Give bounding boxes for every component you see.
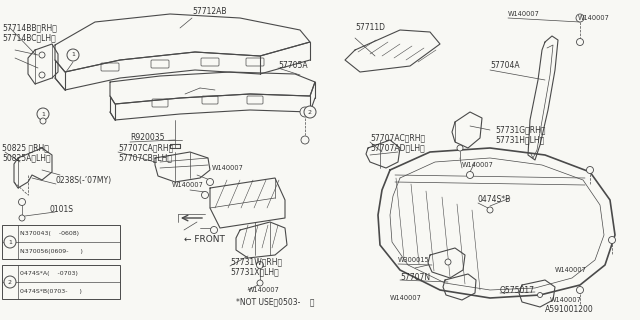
FancyBboxPatch shape — [151, 60, 169, 68]
FancyBboxPatch shape — [2, 265, 120, 299]
Text: 57707AD〈LH〉: 57707AD〈LH〉 — [370, 143, 425, 153]
Text: ← FRONT: ← FRONT — [184, 236, 225, 244]
Circle shape — [576, 14, 584, 22]
FancyBboxPatch shape — [202, 96, 218, 104]
FancyBboxPatch shape — [2, 225, 120, 259]
Text: 57707CB〈LH〉: 57707CB〈LH〉 — [118, 154, 172, 163]
Text: Q575017: Q575017 — [500, 285, 535, 294]
Text: W140007: W140007 — [212, 165, 244, 171]
FancyBboxPatch shape — [152, 99, 168, 107]
Circle shape — [37, 108, 49, 120]
Text: W140007: W140007 — [172, 182, 204, 188]
Text: *NOT USE〈0503-    〉: *NOT USE〈0503- 〉 — [236, 298, 314, 307]
Circle shape — [19, 198, 26, 205]
Circle shape — [4, 276, 16, 288]
Circle shape — [538, 292, 543, 298]
Text: 0474S*A(    -0703): 0474S*A( -0703) — [20, 270, 78, 276]
Text: 57731H〈LH〉: 57731H〈LH〉 — [495, 135, 544, 145]
Circle shape — [19, 215, 25, 221]
Circle shape — [39, 72, 45, 78]
Circle shape — [211, 227, 218, 234]
Text: 0474S*B: 0474S*B — [478, 196, 511, 204]
Text: 57707N: 57707N — [400, 274, 430, 283]
Circle shape — [457, 145, 463, 151]
Circle shape — [586, 166, 593, 173]
Text: 57707AC〈RH〉: 57707AC〈RH〉 — [370, 133, 425, 142]
Circle shape — [67, 49, 79, 61]
Circle shape — [207, 179, 214, 186]
Circle shape — [609, 236, 616, 244]
Text: W140007: W140007 — [578, 15, 610, 21]
Text: W140007: W140007 — [555, 267, 587, 273]
Circle shape — [40, 118, 46, 124]
Text: 1: 1 — [41, 111, 45, 116]
Text: 57705A: 57705A — [278, 60, 308, 69]
Circle shape — [301, 136, 309, 144]
FancyBboxPatch shape — [101, 63, 119, 71]
Circle shape — [577, 286, 584, 293]
Circle shape — [4, 236, 16, 248]
Text: 57714BB〈RH〉: 57714BB〈RH〉 — [2, 23, 57, 33]
Text: 57731X〈LH〉: 57731X〈LH〉 — [230, 268, 279, 276]
Circle shape — [487, 207, 493, 213]
Text: 57707CA〈RH〉: 57707CA〈RH〉 — [118, 143, 173, 153]
Text: 57711D: 57711D — [355, 23, 385, 33]
Text: 2: 2 — [308, 109, 312, 115]
Circle shape — [577, 38, 584, 45]
Text: 0474S*B(0703-      ): 0474S*B(0703- ) — [20, 289, 82, 293]
Text: N370043(    -0608): N370043( -0608) — [20, 230, 79, 236]
Text: 1: 1 — [71, 52, 75, 58]
Text: 57731G〈RH〉: 57731G〈RH〉 — [495, 125, 545, 134]
Text: W140007: W140007 — [390, 295, 422, 301]
Circle shape — [257, 280, 263, 286]
Text: W300015: W300015 — [398, 257, 429, 263]
Text: 2: 2 — [8, 279, 12, 284]
Text: 57731W〈RH〉: 57731W〈RH〉 — [230, 258, 282, 267]
Text: N370056(0609-      ): N370056(0609- ) — [20, 249, 83, 253]
Text: 0238S(-’07MY): 0238S(-’07MY) — [56, 175, 112, 185]
Circle shape — [467, 172, 474, 179]
Text: W140007: W140007 — [462, 162, 494, 168]
Circle shape — [39, 52, 45, 58]
Text: 57712AB: 57712AB — [192, 7, 227, 17]
Text: 50825 〈RH〉: 50825 〈RH〉 — [2, 143, 49, 153]
Text: R920035: R920035 — [130, 133, 164, 142]
Text: 50825A〈LH〉: 50825A〈LH〉 — [2, 154, 51, 163]
Text: A591001200: A591001200 — [545, 306, 594, 315]
Text: W140007: W140007 — [550, 297, 582, 303]
Text: 57714BC〈LH〉: 57714BC〈LH〉 — [2, 34, 56, 43]
Circle shape — [445, 259, 451, 265]
Text: W140007: W140007 — [248, 287, 280, 293]
Circle shape — [202, 191, 209, 198]
Text: W140007: W140007 — [508, 11, 540, 17]
Circle shape — [300, 107, 310, 117]
FancyBboxPatch shape — [201, 58, 219, 66]
FancyBboxPatch shape — [247, 96, 263, 104]
Text: 0101S: 0101S — [50, 205, 74, 214]
Circle shape — [304, 106, 316, 118]
Text: 1: 1 — [8, 239, 12, 244]
FancyBboxPatch shape — [246, 58, 264, 66]
Text: 57704A: 57704A — [490, 60, 520, 69]
Circle shape — [257, 261, 264, 268]
